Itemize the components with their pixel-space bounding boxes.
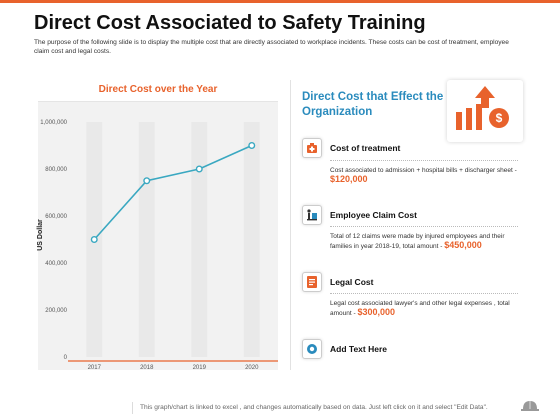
chart-panel: Direct Cost over the Year — [38, 78, 278, 370]
series-line — [93, 144, 253, 241]
item-title-legal-cost: Legal Cost — [330, 277, 374, 287]
item-divider — [330, 226, 518, 227]
footer-divider — [132, 402, 133, 414]
data-point — [248, 141, 256, 149]
footer-note: This graph/chart is linked to excel , an… — [140, 404, 488, 411]
data-point — [143, 177, 151, 185]
y-tick-label: 400,000 — [45, 261, 67, 267]
x-tick-label: 2020 — [245, 365, 259, 371]
chart-title: Direct Cost over the Year — [38, 78, 278, 102]
category-band — [191, 122, 208, 357]
page-title: Direct Cost Associated to Safety Trainin… — [34, 12, 426, 34]
medical-kit-icon — [302, 138, 322, 158]
item-title-cost-of-treatment: Cost of treatment — [330, 143, 401, 153]
y-tick-label: 800,000 — [45, 167, 67, 173]
safety-helmet-icon — [520, 398, 540, 412]
item-desc-text: Total of 12 claims were made by injured … — [330, 233, 505, 250]
item-amount: $450,000 — [444, 240, 482, 250]
item-amount: $120,000 — [330, 174, 368, 184]
cost-growth-icon: $ — [447, 80, 523, 142]
item-title-employee-claim-cost: Employee Claim Cost — [330, 210, 417, 220]
page-subtitle: The purpose of the following slide is to… — [34, 39, 509, 55]
item-title-add-text[interactable]: Add Text Here — [330, 344, 387, 354]
injured-person-icon — [302, 205, 322, 225]
item-desc-legal-cost: Legal cost associated lawyer's and other… — [330, 299, 518, 318]
item-divider — [330, 160, 518, 161]
y-tick-label: 600,000 — [45, 214, 67, 220]
top-accent-bar — [0, 0, 560, 3]
category-band — [243, 122, 260, 357]
data-point — [195, 165, 203, 173]
y-tick-label: 200,000 — [45, 308, 67, 314]
y-tick-label: 1,000,000 — [40, 120, 67, 126]
item-divider — [330, 293, 518, 294]
legal-document-icon — [302, 272, 322, 292]
panel-divider — [290, 80, 291, 370]
x-tick-label: 2017 — [88, 365, 102, 371]
data-point — [90, 235, 98, 243]
item-desc-employee-claim-cost: Total of 12 claims were made by injured … — [330, 232, 518, 251]
item-desc-text: Cost associated to admission + hospital … — [330, 167, 517, 174]
y-tick-label: 0 — [64, 355, 68, 361]
x-tick-label: 2018 — [140, 365, 154, 371]
item-amount: $300,000 — [357, 307, 396, 317]
svg-text:$: $ — [496, 111, 503, 125]
right-panel-title: Direct Cost that Effect the Organization — [302, 91, 444, 118]
item-desc-cost-of-treatment: Cost associated to admission + hospital … — [330, 166, 518, 185]
y-axis-label: US Dollar — [37, 219, 44, 251]
x-tick-label: 2019 — [193, 365, 207, 371]
category-band — [138, 122, 155, 357]
item-desc-text: Legal cost associated lawyer's and other… — [330, 300, 510, 317]
badge-icon — [302, 339, 322, 359]
